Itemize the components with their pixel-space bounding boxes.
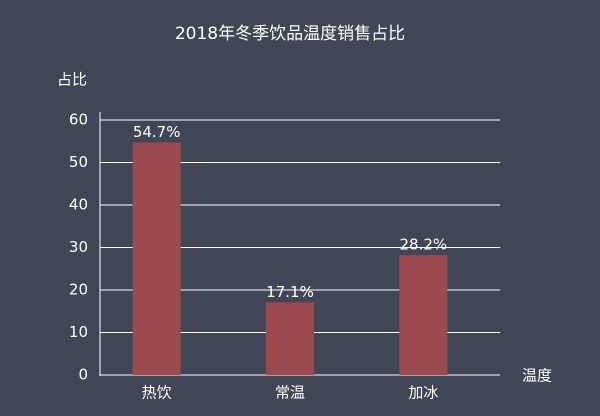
value-label: 54.7% xyxy=(133,123,181,141)
y-tick-label: 10 xyxy=(69,323,88,341)
y-tick-label: 0 xyxy=(78,366,88,384)
y-tick-label: 30 xyxy=(69,238,88,256)
y-axis-label: 占比 xyxy=(57,71,87,89)
y-tick-label: 50 xyxy=(69,153,88,171)
x-tick-label: 热饮 xyxy=(142,384,172,402)
y-tick-label: 60 xyxy=(69,111,88,129)
bar xyxy=(399,255,448,375)
bar xyxy=(132,142,181,375)
value-label: 28.2% xyxy=(400,236,448,254)
y-tick-label: 20 xyxy=(69,281,88,299)
y-tick-label: 40 xyxy=(69,196,88,214)
x-tick-label: 常温 xyxy=(275,384,305,402)
bar xyxy=(266,302,314,375)
x-axis-label: 温度 xyxy=(522,367,552,385)
value-label: 17.1% xyxy=(266,283,314,301)
chart-title: 2018年冬季饮品温度销售占比 xyxy=(175,24,405,44)
x-tick-label: 加冰 xyxy=(408,384,438,402)
